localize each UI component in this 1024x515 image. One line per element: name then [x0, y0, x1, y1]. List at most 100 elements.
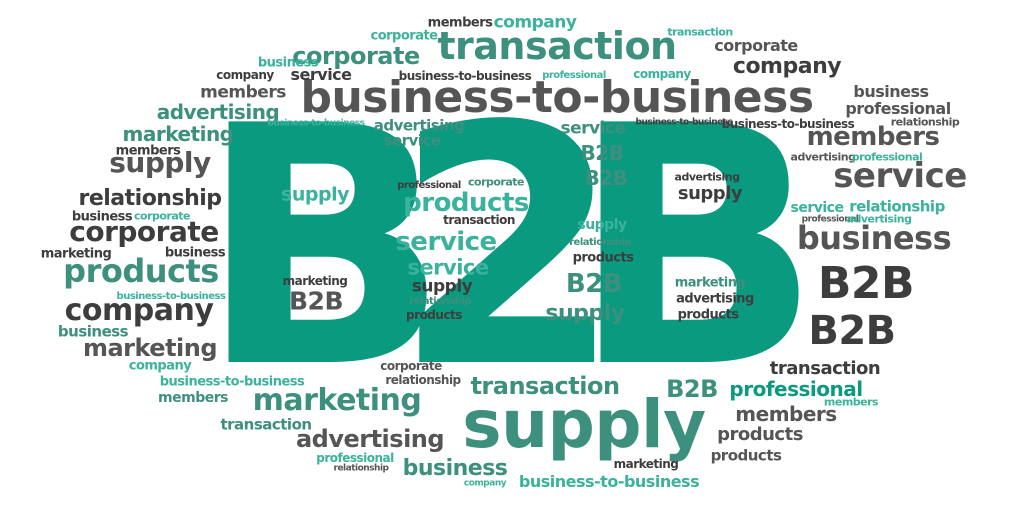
word-members: members — [823, 395, 879, 409]
word-supply: supply — [281, 183, 349, 206]
word-advertising: advertising — [674, 170, 740, 184]
word-relationship: relationship — [333, 463, 389, 474]
word-advertising: advertising — [373, 116, 465, 135]
word-corporate: corporate — [370, 28, 439, 44]
big-letter-b-right: B — [570, 56, 822, 440]
word-members: members — [200, 82, 286, 103]
word-professional: professional — [851, 150, 923, 164]
word-supply: supply — [577, 217, 627, 233]
word-transaction: transaction — [220, 415, 312, 434]
word-marketing: marketing — [613, 457, 679, 471]
word-transaction: transaction — [443, 213, 515, 227]
word-products: products — [403, 188, 529, 218]
word-company: company — [216, 68, 274, 82]
word-business-to-business: business-to-business — [635, 117, 734, 128]
word-business: business — [57, 322, 129, 341]
word-corporate: corporate — [714, 36, 798, 55]
word-transaction: transaction — [470, 372, 620, 400]
word-products: products — [677, 307, 739, 323]
word-company: company — [463, 478, 507, 489]
word-advertising: advertising — [156, 100, 280, 124]
word-transaction: transaction — [667, 25, 733, 39]
word-relationship: relationship — [385, 373, 461, 387]
word-corporate: corporate — [69, 215, 219, 248]
word-advertising: advertising — [295, 425, 445, 453]
word-business-to-business: business-to-business — [398, 69, 532, 83]
word-b2b: B2B — [808, 308, 896, 354]
word-b2b: B2B — [288, 286, 344, 316]
word-business: business — [164, 245, 226, 261]
word-corporate: corporate — [468, 175, 525, 189]
word-relationship: relationship — [890, 115, 960, 129]
word-business: business — [402, 456, 508, 481]
word-products: products — [63, 252, 219, 290]
word-corporate: corporate — [292, 42, 420, 70]
word-advertising: advertising — [676, 291, 754, 307]
word-marketing: marketing — [674, 275, 746, 291]
word-professional: professional — [729, 377, 863, 401]
word-service: service — [790, 200, 844, 216]
word-business-to-business: business-to-business — [300, 72, 814, 123]
word-business: business — [257, 55, 319, 71]
word-members: members — [735, 402, 837, 426]
word-members: members — [115, 143, 181, 159]
word-marketing: marketing — [122, 122, 235, 146]
word-business: business — [796, 219, 952, 257]
word-business-to-business: business-to-business — [159, 374, 305, 390]
word-supply: supply — [411, 276, 473, 297]
word-relationship: relationship — [78, 186, 222, 211]
word-members: members — [806, 122, 940, 152]
word-business: business — [853, 82, 929, 101]
word-transaction: transaction — [769, 358, 881, 379]
word-relationship: relationship — [569, 237, 631, 248]
word-products: products — [572, 250, 634, 266]
word-advertising: advertising — [846, 212, 912, 226]
word-advertising: advertising — [790, 150, 856, 164]
word-company: company — [128, 358, 192, 374]
word-professional: professional — [845, 99, 951, 118]
word-company: company — [493, 12, 577, 33]
word-corporate: corporate — [380, 359, 442, 373]
big-letter-b-left: B — [198, 56, 450, 440]
word-products: products — [406, 308, 462, 322]
word-supply: supply — [545, 301, 625, 326]
word-relationship: relationship — [849, 197, 945, 216]
word-products: products — [717, 424, 803, 445]
word-supply: supply — [462, 386, 706, 463]
word-company: company — [732, 54, 842, 79]
word-service: service — [407, 255, 489, 280]
word-marketing: marketing — [40, 246, 112, 262]
word-company: company — [633, 67, 691, 81]
word-professional: professional — [542, 70, 606, 81]
word-marketing: marketing — [282, 274, 348, 288]
word-transaction: transaction — [437, 24, 677, 68]
word-service: service — [395, 227, 497, 257]
word-b2b: B2B — [580, 141, 624, 165]
word-corporate: corporate — [134, 209, 191, 223]
word-business: business — [71, 209, 133, 225]
word-service: service — [383, 131, 441, 150]
word-members: members — [158, 390, 228, 406]
word-business-to-business: business-to-business — [267, 118, 366, 129]
word-business-to-business: business-to-business — [518, 472, 700, 491]
word-b2b: B2B — [584, 166, 628, 190]
word-b2b: B2B — [817, 258, 915, 309]
word-b2b: B2B — [565, 269, 623, 299]
word-business-to-business: business-to-business — [721, 117, 855, 131]
word-business-to-business: business-to-business — [116, 291, 226, 302]
word-professional: professional — [316, 451, 394, 465]
word-company: company — [64, 293, 214, 328]
word-b2b: B2B — [666, 375, 718, 403]
word-relationship: relationship — [409, 296, 471, 307]
word-service: service — [290, 65, 352, 84]
word-supply: supply — [109, 146, 211, 179]
word-marketing: marketing — [82, 334, 218, 362]
word-supply: supply — [677, 183, 743, 204]
word-marketing: marketing — [252, 383, 422, 418]
word-members: members — [427, 15, 493, 31]
word-professional: professional — [801, 214, 859, 225]
big-digit-2: 2 — [393, 56, 623, 440]
word-service: service — [560, 118, 626, 139]
word-service: service — [833, 156, 967, 196]
